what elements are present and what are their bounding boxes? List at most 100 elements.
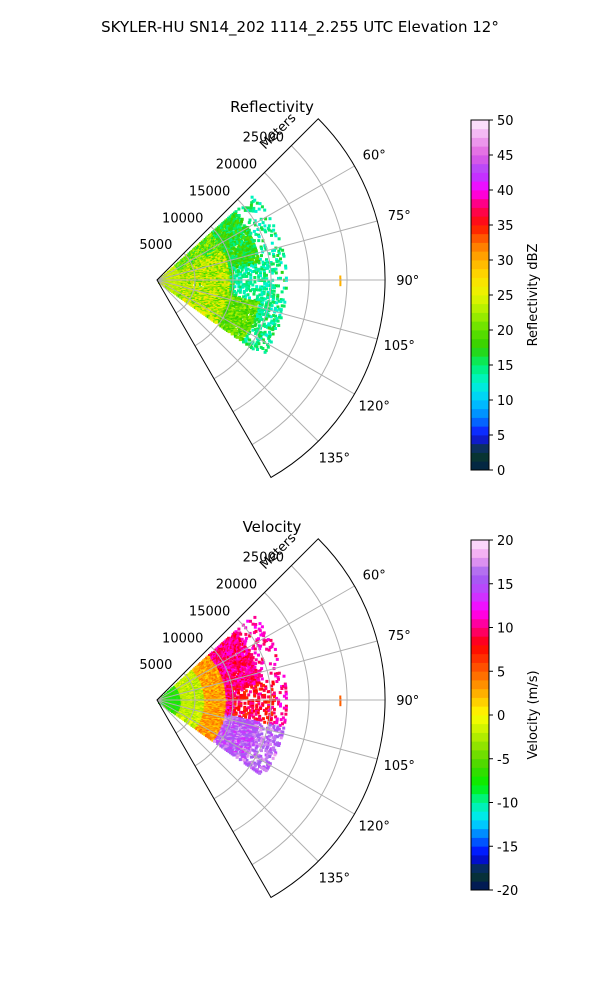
echo-pixel bbox=[249, 273, 253, 277]
echo-pixel bbox=[235, 335, 239, 339]
reflectivity-panel: Reflectivity500010000150002000025000Mete… bbox=[139, 98, 541, 479]
echo-pixel bbox=[247, 272, 251, 275]
echo-pixel bbox=[239, 222, 243, 226]
echo-pixel bbox=[242, 295, 246, 299]
echo-pixel bbox=[266, 312, 270, 316]
echo-pixel bbox=[254, 303, 258, 307]
echo-pixel bbox=[255, 258, 258, 262]
echo-pixel bbox=[240, 315, 244, 318]
echo-pixel bbox=[238, 228, 242, 232]
echo-pixel bbox=[249, 276, 253, 280]
echo-pixel bbox=[270, 268, 274, 272]
echo-pixel bbox=[247, 342, 251, 346]
echo-pixel bbox=[237, 280, 241, 284]
echo-pixel bbox=[274, 267, 278, 271]
echo-pixel bbox=[270, 241, 274, 245]
echo-pixel bbox=[268, 330, 271, 334]
colorbar-segment bbox=[471, 408, 489, 418]
echo-pixel bbox=[262, 332, 266, 336]
echo-pixel bbox=[235, 270, 238, 274]
echo-pixel bbox=[245, 280, 249, 284]
echo-pixel bbox=[256, 312, 259, 316]
echo-pixel bbox=[234, 242, 238, 246]
echo-pixel bbox=[260, 247, 264, 251]
echo-pixel bbox=[230, 227, 234, 231]
colorbar-segment bbox=[471, 435, 489, 445]
echo-pixel bbox=[244, 263, 247, 267]
echo-pixel bbox=[268, 270, 272, 273]
echo-pixel bbox=[238, 335, 241, 339]
colorbar-segment bbox=[471, 286, 489, 296]
colorbar-tick-label: 30 bbox=[497, 254, 514, 269]
panel-title: Velocity bbox=[243, 518, 302, 536]
echo-pixel bbox=[273, 327, 277, 330]
echo-pixel bbox=[282, 286, 286, 290]
azimuth-spoke bbox=[156, 279, 378, 340]
echo-pixel bbox=[248, 338, 252, 342]
colorbar-segment bbox=[471, 321, 489, 331]
echo-pixel bbox=[241, 248, 245, 252]
echo-pixel bbox=[253, 276, 257, 279]
echo-pixel bbox=[249, 289, 252, 293]
echo-pixel bbox=[262, 313, 266, 316]
echo-pixel bbox=[266, 334, 270, 338]
echo-pixel bbox=[224, 320, 228, 324]
echo-pixel bbox=[193, 306, 197, 310]
echo-pixel bbox=[192, 281, 196, 285]
echo-pixel bbox=[235, 274, 239, 278]
echo-pixel bbox=[266, 266, 270, 270]
echo-pixel bbox=[244, 309, 248, 312]
echo-pixel bbox=[234, 302, 238, 306]
colorbar-segment bbox=[471, 233, 489, 243]
echo-pixel bbox=[256, 267, 260, 271]
echo-pixel bbox=[274, 234, 278, 238]
colorbar-segment bbox=[471, 181, 489, 191]
echo-pixel bbox=[269, 261, 273, 264]
echo-pixel bbox=[269, 315, 273, 319]
echo-pixel bbox=[260, 267, 264, 271]
echo-pixel bbox=[263, 330, 267, 334]
echo-pixel bbox=[242, 291, 246, 295]
echo-pixel bbox=[279, 300, 283, 303]
echo-pixel bbox=[255, 288, 258, 292]
echo-pixel bbox=[257, 288, 260, 292]
echo-pixel bbox=[255, 201, 259, 205]
echo-pixel bbox=[245, 274, 249, 278]
echo-pixel bbox=[257, 298, 261, 302]
echo-pixel bbox=[232, 301, 236, 305]
echo-pixel bbox=[225, 647, 229, 651]
echo-pixel bbox=[238, 338, 242, 342]
echo-pixel bbox=[235, 234, 239, 238]
echo-pixel bbox=[271, 332, 275, 336]
echo-pixel bbox=[261, 309, 265, 313]
range-ring bbox=[175, 252, 196, 314]
echo-pixel bbox=[270, 291, 274, 295]
echo-pixel bbox=[231, 323, 235, 327]
echo-pixel bbox=[256, 269, 260, 273]
echo-pixel bbox=[272, 253, 275, 256]
echo-pixel bbox=[246, 267, 250, 271]
echo-pixel bbox=[240, 250, 244, 254]
echo-pixel bbox=[249, 231, 253, 235]
echo-pixel bbox=[229, 310, 233, 314]
colorbar-segment bbox=[471, 365, 489, 375]
echo-pixel bbox=[271, 321, 275, 325]
echo-pixel bbox=[247, 247, 251, 251]
echo-pixel bbox=[257, 314, 261, 318]
echo-pixel bbox=[180, 296, 184, 300]
echo-pixel bbox=[228, 266, 232, 270]
echo-pixel bbox=[211, 318, 215, 322]
panel-title: Reflectivity bbox=[230, 98, 314, 116]
colorbar-segment bbox=[471, 452, 489, 462]
echo-pixel bbox=[257, 261, 261, 265]
echo-pixel bbox=[266, 265, 270, 268]
echo-pixel bbox=[260, 293, 264, 297]
echo-pixel bbox=[270, 271, 274, 275]
echo-pixel bbox=[256, 339, 260, 343]
echo-pixel bbox=[228, 647, 231, 651]
echo-pixel bbox=[267, 307, 271, 311]
echo-pixel bbox=[259, 226, 263, 230]
echo-pixel bbox=[190, 303, 194, 307]
echo-pixel bbox=[265, 284, 269, 287]
